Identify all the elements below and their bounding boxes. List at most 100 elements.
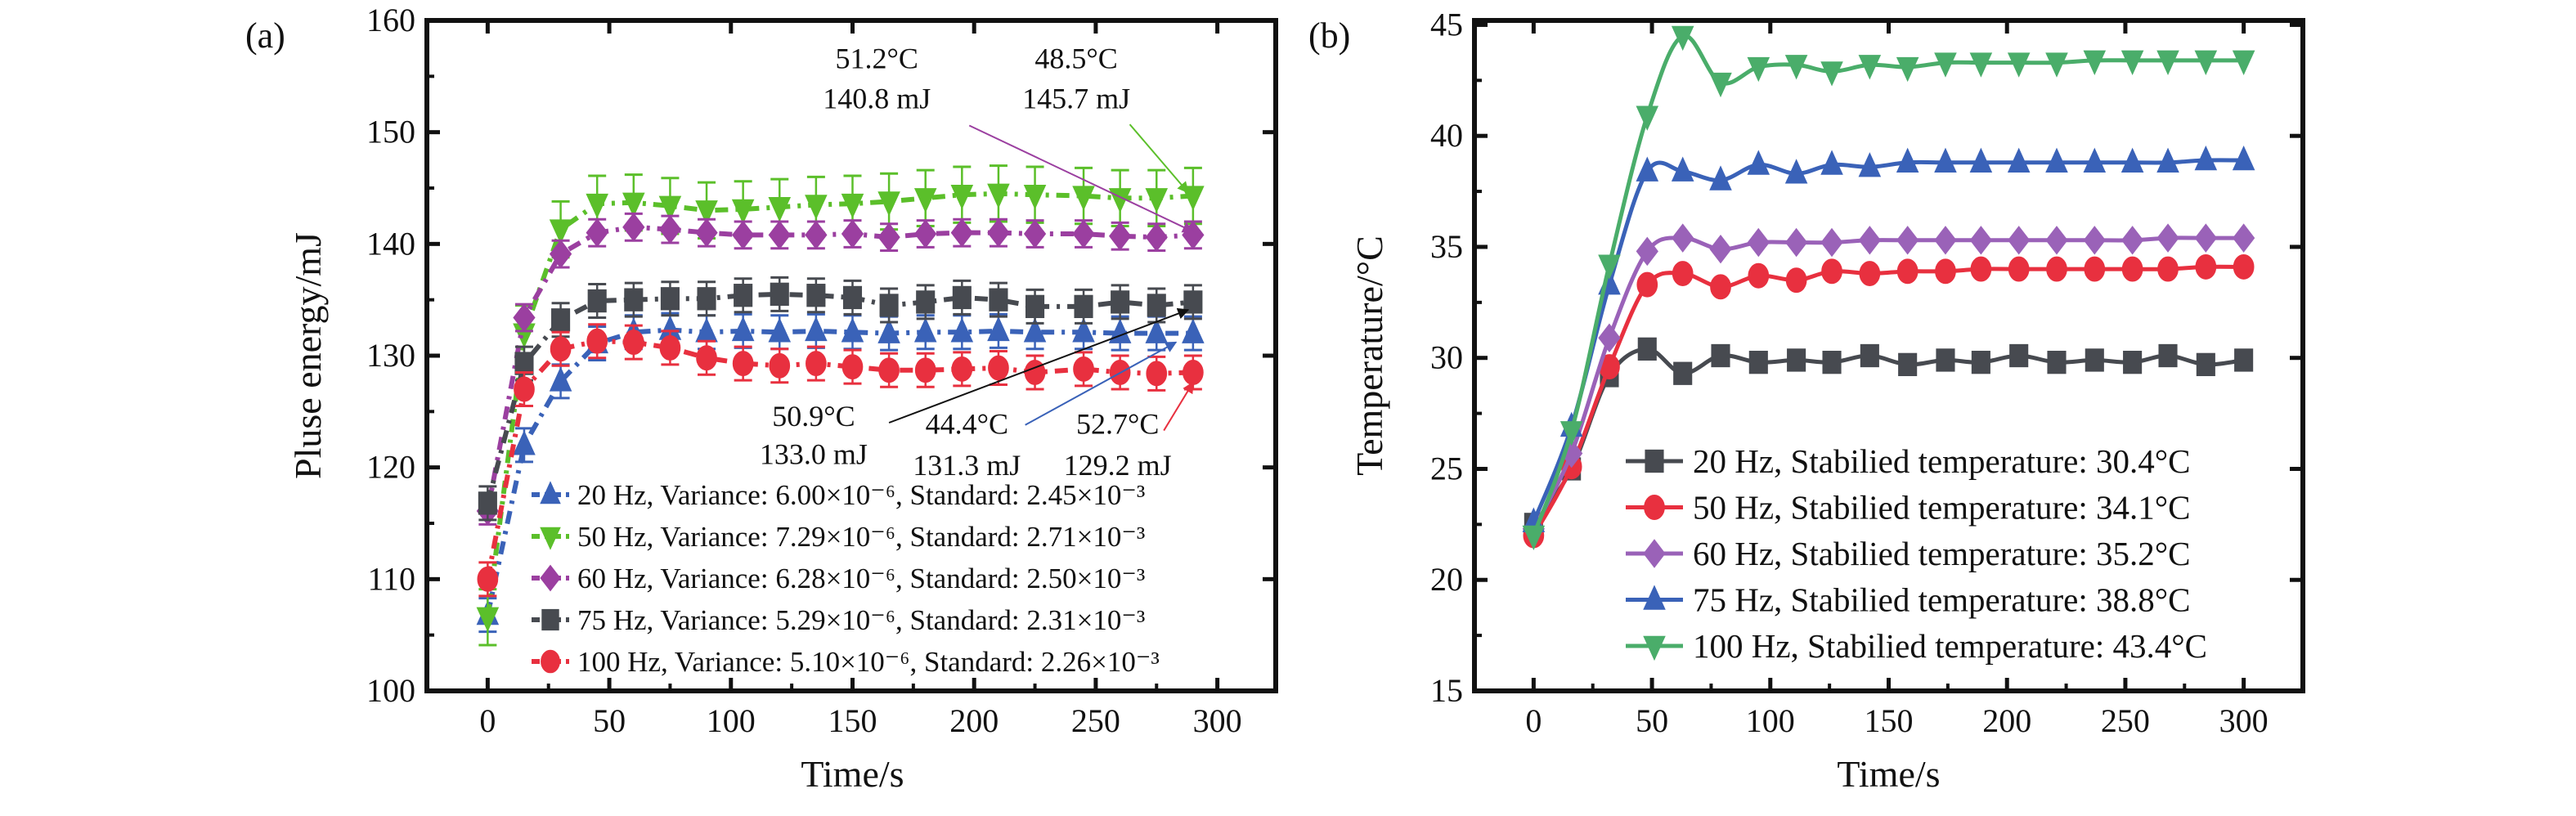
data-point [1109, 222, 1132, 251]
annotation: 51.2°C 140.8 mJ [823, 42, 1195, 233]
panel-label: (a) [245, 16, 285, 56]
data-point [1934, 147, 1957, 173]
legend-item: 60 Hz, Stabilied temperature: 35.2°C [1626, 535, 2190, 572]
data-point [2195, 253, 2217, 280]
legend-b: 20 Hz, Stabilied temperature: 30.4°C 50 H… [1626, 442, 2207, 665]
data-point [1072, 317, 1095, 343]
data-point [1787, 348, 1806, 372]
data-point [877, 222, 900, 252]
data-point [697, 287, 716, 311]
legend-item: 75 Hz, Stabilied temperature: 38.8°C [1626, 581, 2190, 619]
data-point [2008, 256, 2030, 282]
y-tick-label: 130 [366, 337, 415, 374]
legend-a: 20 Hz, Variance: 6.00×10⁻⁶, Standard: 2.… [532, 479, 1160, 678]
data-point [549, 366, 572, 392]
data-point [879, 294, 899, 317]
data-point [476, 607, 500, 632]
data-point [2234, 348, 2254, 372]
data-point [1820, 227, 1843, 258]
data-point [1709, 234, 1732, 264]
data-point [1784, 227, 1808, 258]
data-point [877, 191, 900, 217]
annotation-text: 52.7°C [1076, 407, 1159, 440]
data-point [551, 308, 571, 332]
data-point [731, 199, 755, 225]
legend-label: 50 Hz, Variance: 7.29×10⁻⁶, Standard: 2.… [577, 521, 1145, 553]
data-point [1023, 185, 1047, 210]
data-point [1023, 317, 1047, 343]
data-point [1784, 55, 1808, 80]
annotation-arrow [968, 124, 1195, 233]
data-point [1560, 421, 1583, 446]
data-point [2158, 343, 2178, 368]
y-tick-label: 15 [1430, 672, 1463, 709]
y-tick-label: 25 [1430, 450, 1463, 486]
data-point [1023, 219, 1047, 249]
x-tick-label: 300 [2219, 702, 2269, 739]
data-point [1636, 271, 1658, 298]
data-point [2007, 52, 2031, 78]
data-point [841, 354, 864, 380]
data-point [660, 287, 680, 311]
data-point [2083, 147, 2107, 173]
annotation-text: 51.2°C [836, 42, 918, 74]
data-point [2194, 223, 2217, 253]
legend-marker [1644, 495, 1665, 520]
x-tick-label: 200 [949, 702, 999, 739]
data-point [2194, 145, 2218, 171]
data-point [878, 357, 900, 383]
annotation: 52.7°C 129.2 mJ [1064, 381, 1194, 482]
data-point [914, 357, 936, 383]
data-point [987, 217, 1010, 248]
data-point [806, 284, 826, 307]
legend-item: 20 Hz, Variance: 6.00×10⁻⁶, Standard: 2.… [532, 479, 1145, 511]
data-point [1860, 343, 1879, 368]
data-point [841, 317, 864, 343]
data-point [1821, 258, 1842, 285]
annotation: 48.5°C 145.7 mJ [1022, 42, 1189, 194]
y-tick-label: 20 [1430, 561, 1463, 598]
legend-label: 50 Hz, Stabilied temperature: 34.1°C [1693, 489, 2190, 527]
data-point [2045, 52, 2068, 78]
annotation-text: 140.8 mJ [823, 83, 931, 115]
data-point [841, 219, 864, 249]
data-point [2232, 145, 2255, 171]
legend-marker [1643, 539, 1666, 568]
data-point [478, 491, 497, 515]
data-point [1183, 290, 1203, 314]
data-point [914, 219, 937, 249]
series-b-diamond [1522, 223, 2255, 544]
x-tick-label: 100 [1746, 702, 1795, 739]
legend-label: 100 Hz, Stabilied temperature: 43.4°C [1693, 627, 2207, 665]
y-tick-label: 120 [366, 449, 415, 486]
data-point [805, 220, 828, 250]
legend-item: 75 Hz, Variance: 5.29×10⁻⁶, Standard: 2.… [532, 604, 1145, 636]
data-point [1710, 274, 1731, 300]
x-tick-label: 150 [828, 702, 877, 739]
data-point [1969, 226, 1993, 255]
data-point [622, 213, 645, 242]
data-point [1934, 226, 1957, 255]
data-point [1637, 337, 1657, 361]
data-point [1747, 227, 1770, 258]
data-point [768, 197, 792, 222]
data-point [2046, 256, 2067, 282]
data-point [1709, 72, 1732, 98]
data-point [695, 317, 718, 343]
data-point [1672, 223, 1694, 253]
panel-label: (b) [1308, 16, 1350, 56]
data-point [989, 288, 1008, 312]
data-point [1024, 360, 1046, 385]
data-point [1934, 52, 1957, 78]
data-point [1072, 186, 1095, 211]
legend-label: 75 Hz, Variance: 5.29×10⁻⁶, Standard: 2.… [577, 604, 1145, 636]
data-point [877, 318, 900, 343]
annotation-text: 133.0 mJ [760, 437, 868, 470]
data-point [1673, 361, 1693, 385]
data-point [842, 285, 863, 310]
data-point [1785, 267, 1807, 294]
data-point [1896, 226, 1919, 255]
data-point [2085, 348, 2104, 372]
x-tick-label: 50 [593, 702, 626, 739]
x-tick-label: 250 [2101, 702, 2150, 739]
